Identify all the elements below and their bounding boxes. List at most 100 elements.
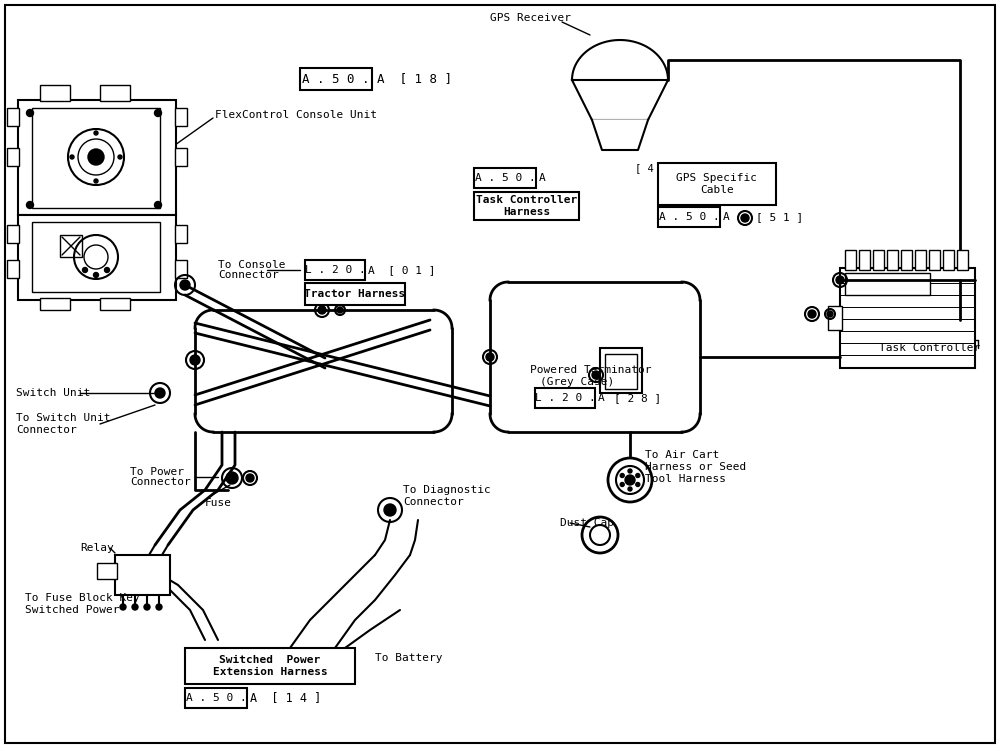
- Bar: [915, 250, 926, 270]
- Bar: [175, 260, 187, 278]
- Bar: [7, 260, 19, 278]
- Bar: [175, 148, 187, 166]
- Bar: [32, 108, 160, 208]
- Circle shape: [741, 214, 749, 222]
- Bar: [305, 283, 405, 305]
- Text: To Air Cart: To Air Cart: [645, 450, 719, 460]
- Circle shape: [246, 474, 254, 482]
- Text: Connector: Connector: [130, 477, 191, 487]
- Text: A: A: [598, 393, 605, 403]
- Circle shape: [827, 311, 833, 317]
- Bar: [658, 207, 720, 227]
- Circle shape: [94, 179, 98, 183]
- Circle shape: [120, 604, 126, 610]
- Text: A: A: [723, 212, 730, 222]
- Bar: [305, 260, 365, 280]
- Text: Fuse: Fuse: [205, 498, 232, 508]
- Polygon shape: [592, 120, 648, 150]
- Circle shape: [118, 155, 122, 159]
- Circle shape: [636, 473, 640, 477]
- Bar: [7, 108, 19, 126]
- Bar: [828, 306, 842, 330]
- Bar: [474, 168, 536, 188]
- Text: Switch Unit: Switch Unit: [16, 388, 90, 398]
- Circle shape: [68, 129, 124, 185]
- Circle shape: [132, 604, 138, 610]
- Bar: [300, 68, 372, 90]
- Text: A: A: [539, 173, 546, 183]
- Text: L . 2 0 .: L . 2 0 .: [305, 265, 365, 275]
- Bar: [658, 163, 776, 205]
- Circle shape: [94, 272, 98, 278]
- Text: A . 5 0 .: A . 5 0 .: [659, 212, 719, 222]
- Bar: [40, 298, 70, 310]
- Bar: [873, 250, 884, 270]
- Text: Dust Cap: Dust Cap: [560, 518, 614, 528]
- Text: A  [ 0 1 ]: A [ 0 1 ]: [368, 265, 436, 275]
- Circle shape: [88, 149, 104, 165]
- Circle shape: [26, 201, 34, 209]
- Bar: [845, 250, 856, 270]
- Circle shape: [625, 475, 635, 485]
- Text: FlexControl Console Unit: FlexControl Console Unit: [215, 110, 377, 120]
- Text: Connector: Connector: [218, 270, 279, 280]
- Bar: [185, 648, 355, 684]
- Text: [ 2 8 ]: [ 2 8 ]: [614, 393, 661, 403]
- Text: To Fuse Block Key: To Fuse Block Key: [25, 593, 140, 603]
- Circle shape: [592, 371, 600, 379]
- Bar: [600, 348, 642, 393]
- Circle shape: [836, 276, 844, 284]
- Circle shape: [155, 388, 165, 398]
- Circle shape: [628, 469, 632, 473]
- Bar: [7, 148, 19, 166]
- Circle shape: [156, 604, 162, 610]
- Text: A  [ 1 8 ]: A [ 1 8 ]: [377, 73, 452, 85]
- Text: To Diagnostic: To Diagnostic: [403, 485, 491, 495]
- Text: GPS Specific
Cable: GPS Specific Cable: [676, 174, 758, 194]
- Circle shape: [190, 355, 200, 365]
- Bar: [605, 354, 637, 389]
- Circle shape: [26, 109, 34, 117]
- Bar: [18, 215, 176, 300]
- Text: Tractor Harness: Tractor Harness: [304, 289, 406, 299]
- Text: Connector: Connector: [16, 425, 77, 435]
- Circle shape: [337, 307, 343, 313]
- Bar: [859, 250, 870, 270]
- Bar: [845, 273, 930, 295]
- Bar: [535, 388, 595, 408]
- Bar: [18, 100, 176, 215]
- Bar: [957, 250, 968, 270]
- Circle shape: [82, 268, 88, 272]
- Text: [ 4 9 ]: [ 4 9 ]: [635, 163, 679, 173]
- Circle shape: [226, 472, 238, 484]
- Bar: [840, 268, 975, 368]
- Text: Task Controller
Harness: Task Controller Harness: [476, 195, 577, 217]
- Text: Tool Harness: Tool Harness: [645, 474, 726, 484]
- Circle shape: [154, 201, 162, 209]
- Bar: [175, 225, 187, 243]
- Text: Switched Power: Switched Power: [25, 605, 120, 615]
- Bar: [175, 108, 187, 126]
- Circle shape: [180, 280, 190, 290]
- Bar: [100, 85, 130, 101]
- Circle shape: [94, 131, 98, 135]
- Circle shape: [628, 487, 632, 491]
- Text: Relay: Relay: [80, 543, 114, 553]
- Text: (Grey Case): (Grey Case): [540, 377, 614, 387]
- Circle shape: [318, 306, 326, 314]
- Bar: [887, 250, 898, 270]
- Text: L . 2 0 .: L . 2 0 .: [535, 393, 595, 403]
- Bar: [97, 563, 117, 579]
- Circle shape: [104, 268, 110, 272]
- Text: Switched  Power
Extension Harness: Switched Power Extension Harness: [213, 655, 327, 677]
- Text: A . 5 0 .: A . 5 0 .: [475, 173, 535, 183]
- Circle shape: [486, 353, 494, 361]
- Bar: [115, 555, 170, 595]
- Text: To Console: To Console: [218, 260, 286, 270]
- Text: A . 5 0 .: A . 5 0 .: [302, 73, 370, 85]
- Text: [ 5 1 ]: [ 5 1 ]: [756, 212, 803, 222]
- Text: To Battery: To Battery: [375, 653, 442, 663]
- Bar: [185, 688, 247, 708]
- Circle shape: [144, 604, 150, 610]
- Circle shape: [620, 482, 624, 486]
